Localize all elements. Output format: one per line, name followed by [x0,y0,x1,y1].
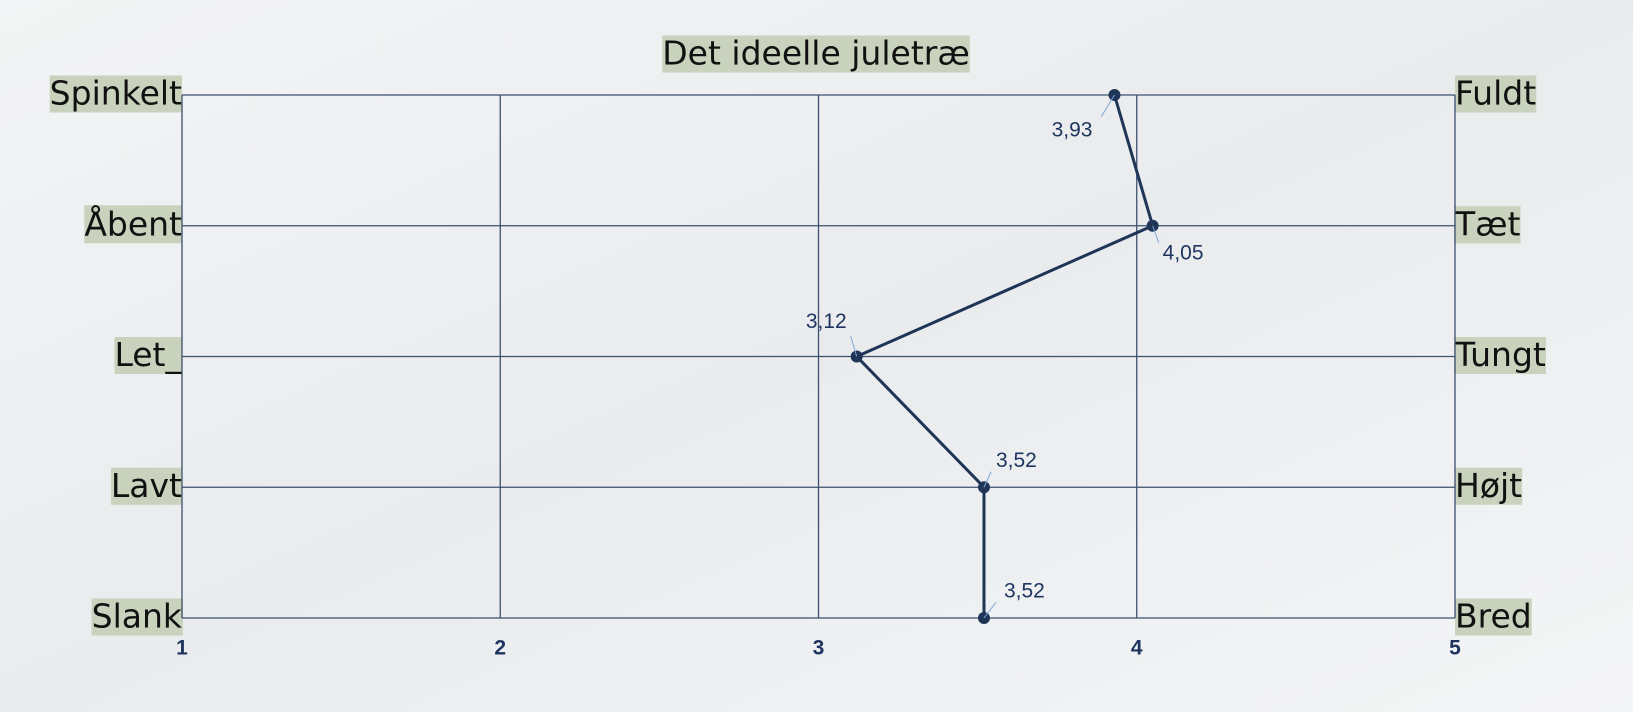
label-highlight [662,35,970,73]
label-highlight [114,337,183,374]
right-label: Bred [1455,597,1532,636]
label-highlight [49,75,183,113]
data-label: 4,05 [1163,241,1204,264]
left-label: Åbent [84,203,182,243]
right-label: Højt [1455,466,1522,505]
data-label: 3,52 [1004,580,1045,603]
leader-line [983,471,992,488]
label-highlight [1454,337,1546,374]
label-highlight [1455,75,1537,113]
right-label: Tæt [1454,204,1521,243]
leader-line [983,602,997,619]
right-label: Tungt [1454,335,1546,374]
leader-line [850,335,858,357]
left-label: Slank [92,597,183,636]
leader-line [1152,225,1160,243]
label-highlight [1454,206,1521,244]
x-tick-label: 1 [176,637,188,660]
x-tick-label: 2 [494,637,506,660]
left-label: Lavt [111,466,182,505]
left-label: Spinkelt [50,74,182,113]
x-tick-label: 4 [1131,637,1143,660]
data-label: 3,93 [1052,119,1093,142]
data-label: 3,12 [806,310,847,333]
x-tick-label: 3 [813,637,825,660]
leader-line [1100,94,1115,117]
label-highlight [1455,467,1523,505]
label-highlight [110,467,183,505]
data-label: 3,52 [996,449,1037,472]
label-highlight [1455,598,1532,636]
left-label: Let_ [114,335,182,374]
label-highlight [91,598,183,636]
highlights [49,35,1546,636]
right-label: Fuldt [1455,74,1536,113]
label-highlight [84,205,183,244]
chart-title: Det ideelle juletræ [662,34,969,73]
x-tick-label: 5 [1449,637,1461,660]
